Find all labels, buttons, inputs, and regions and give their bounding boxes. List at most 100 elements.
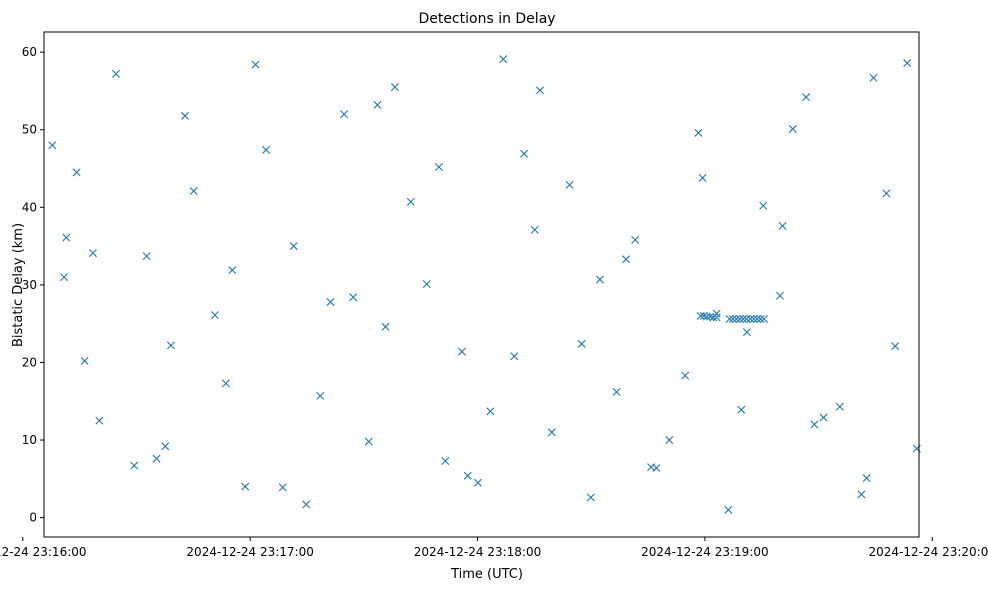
data-point-marker <box>712 313 721 322</box>
x-axis-label: Time (UTC) <box>450 567 523 582</box>
x-tick-label: 2024-12-24 23:20:00 <box>869 545 988 559</box>
data-point-marker <box>340 110 349 119</box>
data-point-marker <box>709 313 718 322</box>
data-point-marker <box>381 322 390 331</box>
data-point-marker <box>699 311 708 320</box>
data-point-marker <box>457 347 466 356</box>
data-point-marker <box>595 275 604 284</box>
y-tick-label: 50 <box>22 123 37 137</box>
data-point-marker <box>788 124 797 133</box>
data-point-marker <box>728 315 737 324</box>
data-point-marker <box>88 249 97 258</box>
data-point-marker <box>698 173 707 182</box>
data-point-marker <box>652 463 661 472</box>
data-point-marker <box>819 413 828 422</box>
y-tick-label: 0 <box>29 511 37 525</box>
x-axis: 2024-12-24 23:16:00 2024-12-24 23:17:00 20… <box>0 537 988 559</box>
data-point-marker <box>577 339 586 348</box>
data-point-marker <box>759 201 768 210</box>
data-point-marker <box>547 428 556 437</box>
data-point-marker <box>810 420 819 429</box>
chart-title: Detections in Delay <box>418 11 555 27</box>
data-point-marker <box>166 341 175 350</box>
data-point-marker <box>499 55 508 64</box>
data-point-marker <box>189 187 198 196</box>
data-point-marker <box>760 315 768 324</box>
data-point-marker <box>349 293 358 302</box>
data-point-marker <box>869 73 878 82</box>
x-tick-label: 2024-12-24 23:17:00 <box>186 545 313 559</box>
data-point-marker <box>473 478 482 487</box>
y-tick-label: 10 <box>22 433 37 447</box>
data-point-marker <box>725 315 734 324</box>
data-point-marker <box>724 505 733 514</box>
data-point-marker <box>739 315 748 324</box>
data-point-marker <box>565 180 574 189</box>
data-point-marker <box>486 407 495 416</box>
x-tick-label: 2024-12-24 23:18:00 <box>414 545 541 559</box>
y-axis: 0 10 20 30 40 50 60 <box>22 45 44 525</box>
data-point-marker <box>694 128 703 137</box>
x-tick-label: 2024-12-24 23:19:00 <box>641 545 768 559</box>
data-point-marker <box>737 405 746 414</box>
data-point-marker <box>251 60 260 69</box>
data-point-marker <box>434 162 443 171</box>
data-point-marker <box>142 252 151 261</box>
data-point-marker <box>778 221 787 230</box>
y-tick-label: 30 <box>22 278 37 292</box>
data-point-marker <box>756 315 765 324</box>
data-point-marker <box>80 356 89 365</box>
data-point-marker <box>742 315 751 324</box>
data-point-marker <box>390 83 399 92</box>
data-point-marker <box>510 352 519 361</box>
data-point-marker <box>802 93 811 102</box>
data-point-marker <box>406 197 415 206</box>
data-point-marker <box>732 315 741 324</box>
data-point-marker <box>775 291 784 300</box>
data-point-marker <box>326 297 335 306</box>
data-point-marker <box>530 225 539 234</box>
y-tick-label: 20 <box>22 355 37 369</box>
data-point-marker <box>586 493 595 502</box>
data-point-marker <box>72 168 81 177</box>
y-tick-label: 60 <box>22 45 37 59</box>
x-tick-label: 2024-12-24 23:16:00 <box>0 545 87 559</box>
data-point-marker <box>835 402 844 411</box>
data-point-marker <box>112 69 120 78</box>
data-point-marker <box>161 442 170 451</box>
data-point-marker <box>364 437 373 446</box>
data-point-marker <box>180 111 189 120</box>
data-point-marker <box>262 145 271 154</box>
data-point-marker <box>742 328 751 337</box>
data-point-marker <box>422 280 431 289</box>
data-point-marker <box>749 315 758 324</box>
data-point-marker <box>753 315 762 324</box>
data-point-marker <box>857 490 866 499</box>
data-point-marker <box>706 312 715 321</box>
data-point-marker <box>302 500 311 509</box>
y-axis-label: Bistatic Delay (km) <box>11 223 26 347</box>
data-point-marker <box>95 416 104 425</box>
data-point-marker <box>612 387 621 396</box>
data-point-marker <box>221 379 230 388</box>
data-point-marker <box>152 454 161 463</box>
data-point-marker <box>289 242 298 251</box>
data-point-marker <box>622 255 631 264</box>
data-point-marker <box>316 391 325 400</box>
data-point-marker <box>373 100 382 109</box>
data-point-marker <box>241 482 250 491</box>
data-point-marker <box>520 149 529 158</box>
data-point-marker <box>702 312 711 321</box>
data-point-marker <box>278 483 287 492</box>
data-point-marker <box>882 189 891 198</box>
data-point-marker <box>463 471 472 480</box>
data-point-marker <box>441 456 450 465</box>
data-point-marker <box>228 266 237 275</box>
data-point-marker <box>735 315 744 324</box>
y-tick-label: 40 <box>22 200 37 214</box>
data-point-marker <box>903 59 912 68</box>
data-point-marker <box>62 233 71 242</box>
data-point-marker <box>746 315 755 324</box>
